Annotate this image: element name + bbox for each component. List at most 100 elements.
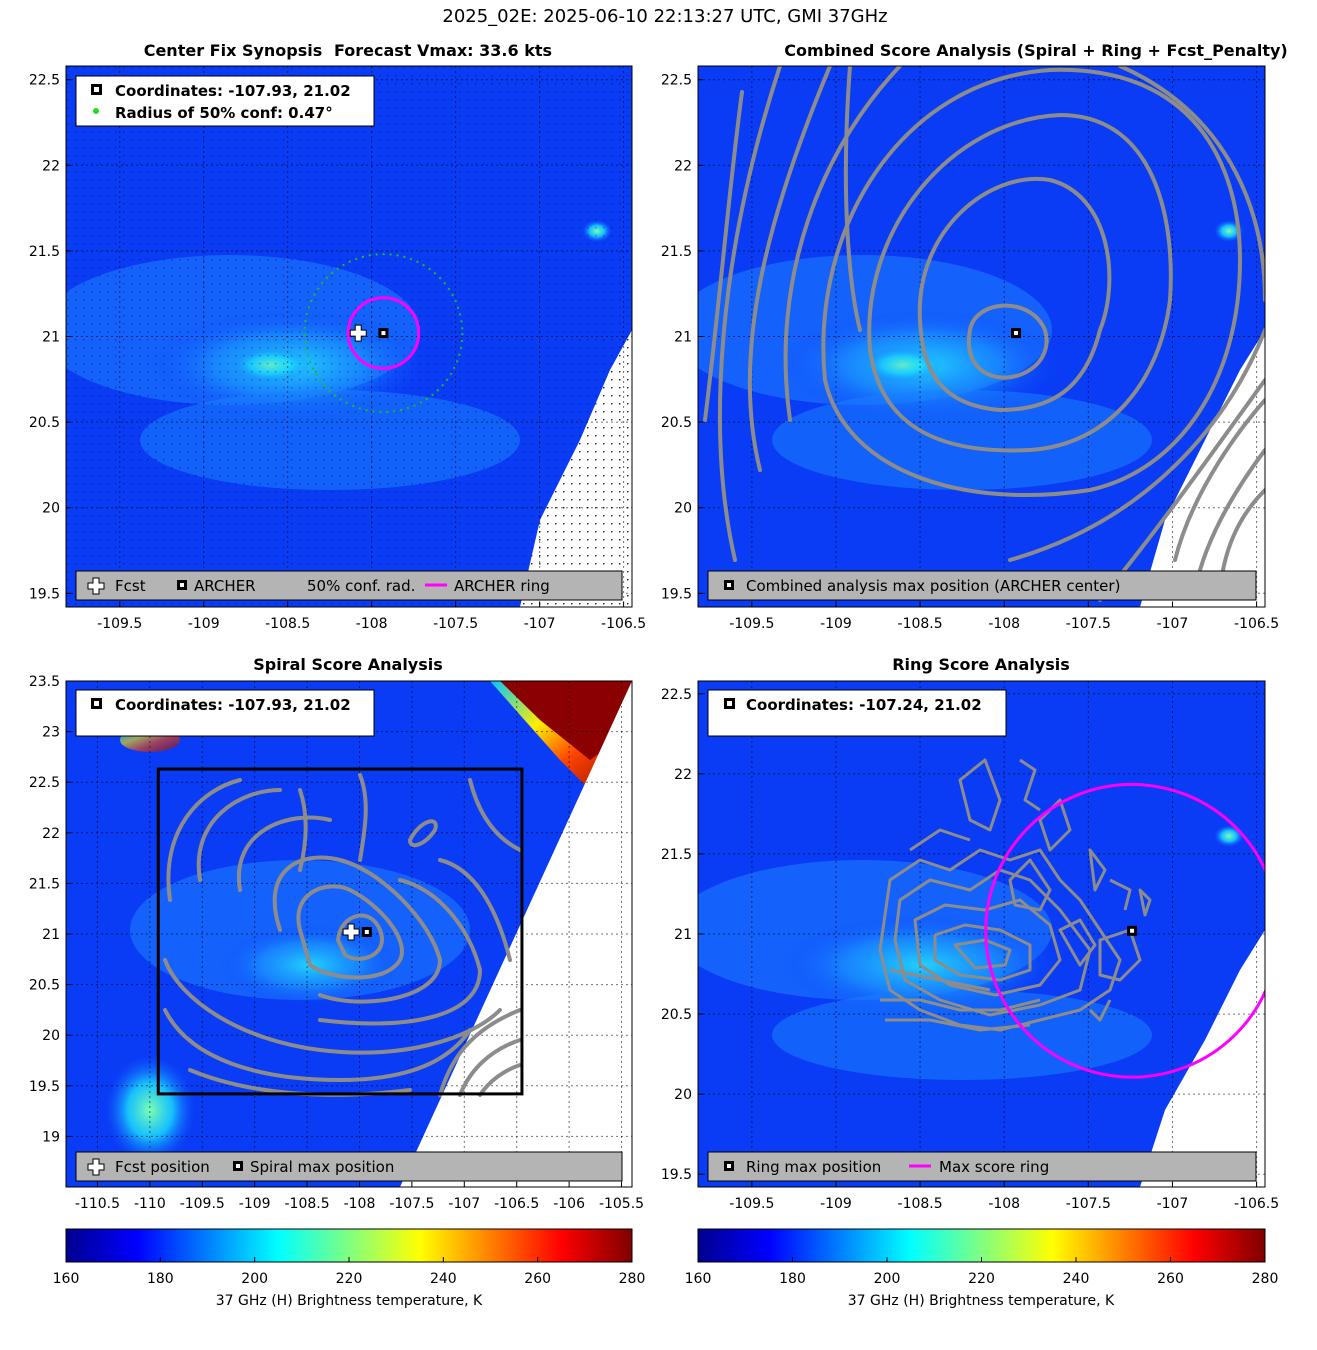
spiral-max-marker xyxy=(361,926,372,937)
ring-max-marker xyxy=(1127,925,1138,936)
panel-c-xtick-label: -106 xyxy=(553,1196,585,1212)
spiral-fcst-marker xyxy=(342,923,360,941)
panel-a-ytick-label: 20.5 xyxy=(29,415,60,431)
panel-c-warm-area xyxy=(105,1055,195,1165)
panel-a-ytick-label: 21 xyxy=(42,330,60,346)
panel-d-ytick-label: 21 xyxy=(674,927,692,943)
panel-b-xtick-label: -107.5 xyxy=(1066,616,1111,632)
center-square-inner xyxy=(381,331,386,336)
panel-a-ticks: -109.5 -109 -108.5 -108 -107.5 -107 -106.5 19.5… xyxy=(29,73,646,632)
panel-b-ytick-label: 22.5 xyxy=(661,73,692,89)
panel-a-ytick-label: 22.5 xyxy=(29,73,60,89)
forecast-cross xyxy=(349,324,367,342)
colorbar-right-ticks: 160 180 200 220 240 260 280 xyxy=(685,1257,1279,1287)
legend-max-score-ring: Max score ring xyxy=(939,1158,1049,1176)
panel-a-legend xyxy=(75,570,623,601)
panel-c-xtick-label: -107.5 xyxy=(389,1196,434,1212)
panel-d-ytick-label: 21.5 xyxy=(661,847,692,863)
panel-b-xtick-label: -109 xyxy=(820,616,852,632)
panel-c-xtick-label: -108.5 xyxy=(285,1196,330,1212)
panel-c-ytick-label: 22 xyxy=(42,826,60,842)
panel-d-xtick-label: -107 xyxy=(1157,1196,1189,1212)
panel-combined-score: Combined Score Analysis (Spiral + Ring +… xyxy=(661,41,1288,632)
panel-b-ytick-label: 19.5 xyxy=(661,586,692,602)
panel-a-ytick-label: 19.5 xyxy=(29,586,60,602)
combined-max-marker xyxy=(1010,328,1021,339)
panel-d-xtick-label: -109.5 xyxy=(729,1196,774,1212)
colorbar-tick-label: 180 xyxy=(779,1271,806,1287)
panel-a-coordinates: Coordinates: -107.93, 21.02 xyxy=(115,82,351,100)
panel-d-xtick-label: -108.5 xyxy=(898,1196,943,1212)
fcst-position-legend-icon xyxy=(87,1158,105,1176)
figure-title: 2025_02E: 2025-06-10 22:13:27 UTC, GMI 3… xyxy=(442,6,887,27)
panel-d-xtick-label: -108 xyxy=(988,1196,1020,1212)
panel-c-xtick-label: -110 xyxy=(134,1196,166,1212)
panel-c-ytick-label: 22.5 xyxy=(29,775,60,791)
panel-b-legend xyxy=(707,570,1257,601)
legend-archer: ARCHER xyxy=(194,577,256,595)
panel-a-radius: Radius of 50% conf: 0.47° xyxy=(115,104,333,122)
legend-conf-rad: 50% conf. rad. xyxy=(307,577,415,595)
confidence-radius-circle xyxy=(303,253,464,414)
panel-d-xtick-label: -106.5 xyxy=(1234,1196,1279,1212)
panel-a-xtick-label: -109 xyxy=(188,616,220,632)
panel-b-ytick-label: 20 xyxy=(674,501,692,517)
colorbar-tick-label: 260 xyxy=(524,1271,551,1287)
archer-ring-circle xyxy=(346,296,421,370)
panel-c-info-box xyxy=(75,689,375,737)
panel-d-legend xyxy=(707,1151,1257,1182)
panel-d-ytick-label: 22.5 xyxy=(661,687,692,703)
panel-c-contours xyxy=(163,773,522,1097)
panel-b-ticks: -109.5 -109 -108.5 -108 -107.5 -107 -106.5 19.5… xyxy=(661,73,1279,632)
colorbar-tick-label: 160 xyxy=(53,1271,80,1287)
panel-c-ticks: -110.5 -110 -109.5 -109 -108.5 -108 -107.5 -107… xyxy=(29,674,644,1212)
panel-c-gridlines xyxy=(66,681,632,1187)
panel-d-title: Ring Score Analysis xyxy=(892,655,1070,674)
colorbar-right: 160 180 200 220 240 260 280 37 GHz (H) Brightn… xyxy=(685,1228,1279,1309)
panel-b-title: Combined Score Analysis (Spiral + Ring +… xyxy=(784,41,1287,60)
panel-d-xtick-label: -109 xyxy=(820,1196,852,1212)
panel-c-ytick-label: 20.5 xyxy=(29,978,60,994)
colorbar-tick-label: 240 xyxy=(1063,1271,1090,1287)
panel-spiral-score: Spiral Score Analysis xyxy=(29,655,644,1212)
colorbar-left-ticks: 160 180 200 220 240 260 280 xyxy=(53,1257,645,1287)
panel-b-ytick-label: 20.5 xyxy=(661,415,692,431)
legend-combined-max: Combined analysis max position (ARCHER c… xyxy=(746,577,1120,595)
panel-b-ytick-label: 21 xyxy=(674,330,692,346)
panel-b-contours xyxy=(703,66,1265,602)
panel-c-coordinates: Coordinates: -107.93, 21.02 xyxy=(115,696,351,714)
panel-b-xtick-label: -108.5 xyxy=(898,616,943,632)
panel-d-ytick-label: 22 xyxy=(674,767,692,783)
colorbar-tick-label: 220 xyxy=(336,1271,363,1287)
panel-c-legend xyxy=(75,1151,623,1182)
panel-d-ytick-label: 19.5 xyxy=(661,1167,692,1183)
panel-c-xtick-label: -108 xyxy=(344,1196,376,1212)
panel-b-xtick-label: -108 xyxy=(988,616,1020,632)
panel-d-ticks: -109.5 -109 -108.5 -108 -107.5 -107 -106.5 19.5… xyxy=(661,687,1279,1212)
panel-d-contours xyxy=(878,758,1152,1032)
panel-b-xtick-label: -106.5 xyxy=(1234,616,1279,632)
colorbar-left-label: 37 GHz (H) Brightness temperature, K xyxy=(216,1293,483,1309)
colorbar-tick-label: 260 xyxy=(1157,1271,1184,1287)
panel-a-xtick-label: -107.5 xyxy=(433,616,478,632)
panel-a-ytick-label: 22 xyxy=(42,158,60,174)
center-square-inner xyxy=(1013,331,1018,336)
center-square-inner xyxy=(364,929,369,934)
panel-d-coordinates: Coordinates: -107.24, 21.02 xyxy=(746,696,982,714)
panel-c-xtick-label: -109 xyxy=(239,1196,271,1212)
panel-a-title: Center Fix Synopsis xyxy=(144,41,323,60)
legend-spiral-max: Spiral max position xyxy=(250,1158,394,1176)
panel-c-ytick-label: 21.5 xyxy=(29,876,60,892)
legend-ring-max: Ring max position xyxy=(746,1158,881,1176)
panel-a-xtick-label: -106.5 xyxy=(601,616,646,632)
panel-a-xtick-label: -108 xyxy=(356,616,388,632)
legend-archer-ring: ARCHER ring xyxy=(454,577,550,595)
panel-c-ytick-label: 21 xyxy=(42,927,60,943)
panel-a-xtick-label: -107 xyxy=(524,616,556,632)
spiral-search-box xyxy=(156,767,524,1096)
colorbar-right-gradient xyxy=(697,1228,1266,1263)
panel-c-ytick-label: 19 xyxy=(42,1129,60,1145)
colorbar-tick-label: 280 xyxy=(1252,1271,1279,1287)
panel-b-xtick-label: -107 xyxy=(1157,616,1189,632)
